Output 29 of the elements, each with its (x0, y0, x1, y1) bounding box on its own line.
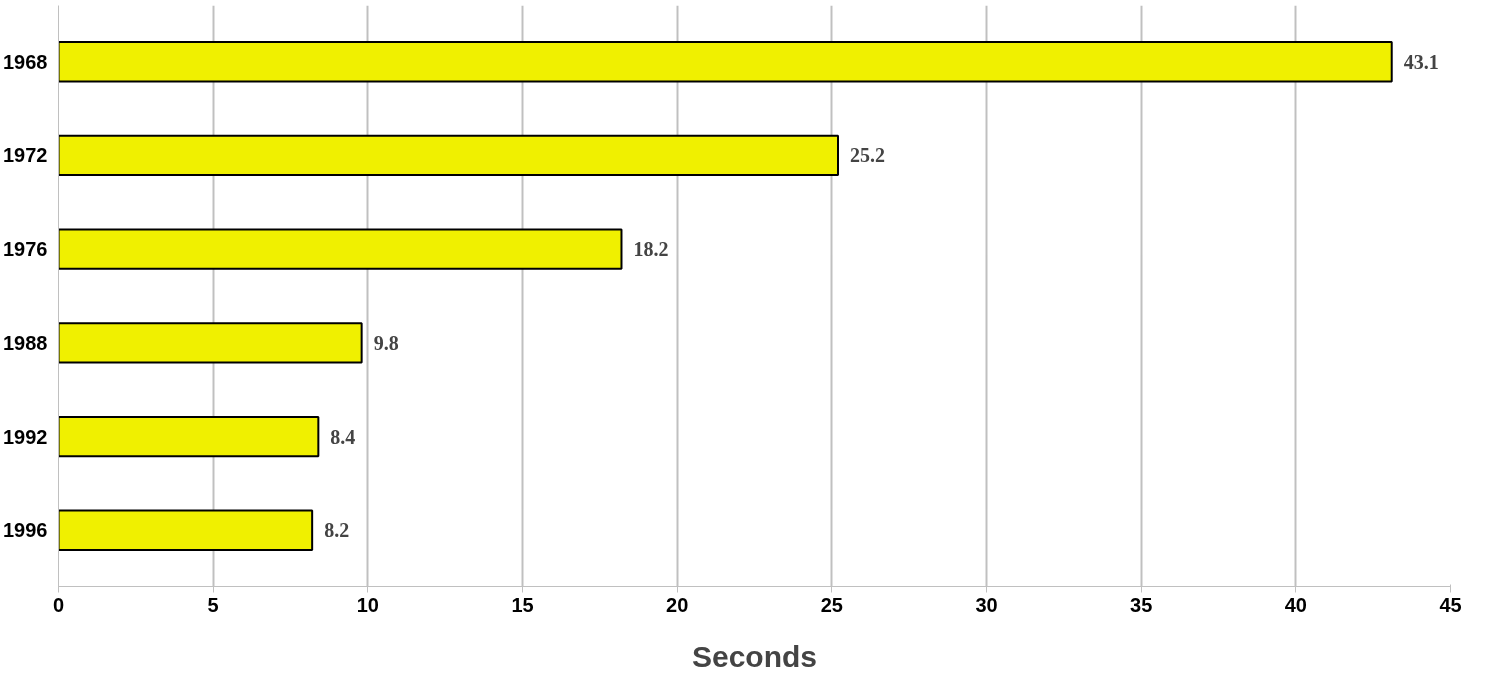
x-tick-label: 25 (820, 593, 843, 616)
x-tick-label: 45 (1439, 593, 1462, 616)
x-tick-label: 0 (52, 593, 65, 616)
y-tick-label: 1996 (3, 519, 48, 542)
y-tick-label: 1992 (3, 425, 48, 448)
y-tick-label: 1972 (3, 144, 48, 167)
x-tick-label: 35 (1130, 593, 1153, 616)
bar (58, 509, 314, 551)
bar (58, 322, 363, 364)
y-tick-label: 1988 (3, 331, 48, 354)
data-label: 25.2 (850, 144, 886, 167)
data-label: 8.2 (324, 519, 350, 542)
x-tick-label: 15 (511, 593, 534, 616)
x-tick-label: 40 (1284, 593, 1307, 616)
x-axis-title: Seconds (691, 639, 818, 673)
x-tick-label: 20 (666, 593, 689, 616)
data-label: 43.1 (1403, 50, 1439, 73)
bar (58, 415, 320, 458)
x-tick-label: 10 (356, 593, 379, 616)
x-tick-label: 5 (207, 593, 219, 616)
bar (58, 134, 840, 177)
bar (58, 41, 1393, 83)
data-label: 8.4 (330, 425, 356, 448)
data-label: 9.8 (373, 331, 399, 354)
y-tick-label: 1968 (3, 50, 48, 73)
x-tick-label: 30 (975, 593, 998, 616)
data-label: 18.2 (633, 238, 669, 261)
bar (58, 228, 623, 270)
y-tick-label: 1976 (3, 238, 48, 261)
